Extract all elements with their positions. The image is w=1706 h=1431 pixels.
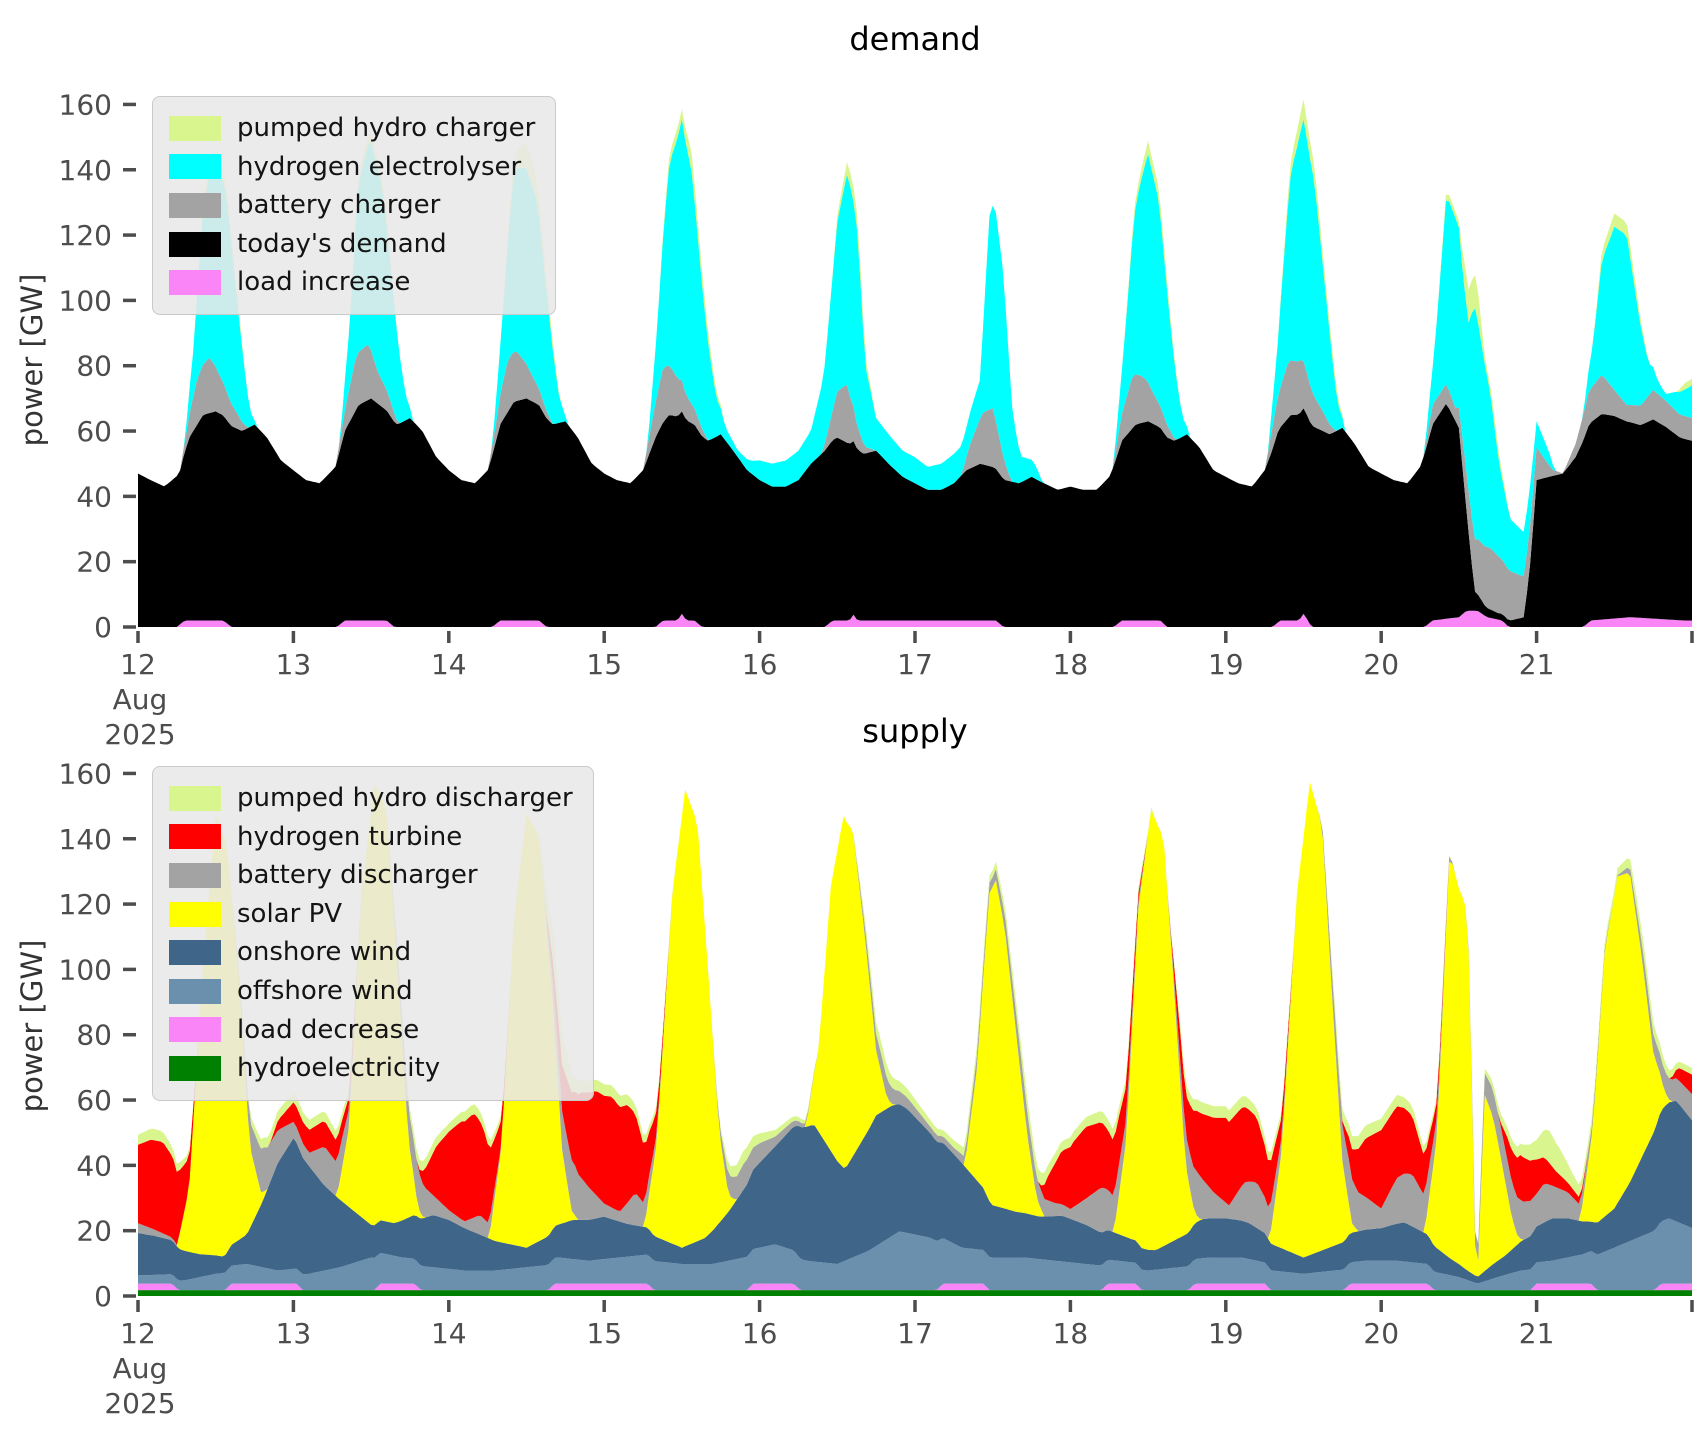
legend-item-label: today's demand	[237, 228, 447, 259]
legend-item-label: pumped hydro discharger	[237, 783, 573, 813]
y-tick-label: 60	[76, 415, 112, 448]
x-tick-label: 20	[1363, 648, 1399, 681]
legend-item-label: hydrogen electrolyser	[237, 151, 522, 182]
x-tick-label: 17	[897, 1317, 933, 1350]
legend-item: battery charger	[169, 191, 535, 220]
x-tick-label: 16	[742, 648, 778, 681]
legend-item-label: hydrogen turbine	[237, 821, 463, 852]
demand-legend: pumped hydro charger hydrogen electrolyse…	[152, 96, 557, 315]
x-tick-label: 13	[276, 1317, 312, 1350]
x-tick-label: 17	[897, 648, 933, 681]
x-tick-label: 15	[586, 1317, 622, 1350]
y-tick-label: 140	[59, 154, 112, 187]
legend-item-label: hydroelectricity	[237, 1053, 441, 1084]
y-tick-label: 100	[59, 953, 112, 986]
y-tick-label: 60	[76, 1084, 112, 1117]
x-tick-label: 16	[742, 1317, 778, 1350]
y-tick-label: 100	[59, 284, 112, 317]
y-tick-label: 40	[76, 1149, 112, 1182]
area-onshore-wind	[138, 1100, 1692, 1284]
y-tick-label: 120	[59, 888, 112, 921]
legend-item-label: pumped hydro charger	[237, 113, 536, 143]
legend-swatch-icon	[169, 978, 221, 1004]
x-tick-label: 21	[1519, 1317, 1555, 1350]
legend-swatch-icon	[169, 115, 221, 141]
y-tick-label: 140	[59, 823, 112, 856]
legend-swatch-icon	[169, 940, 221, 966]
y-tick-label: 20	[76, 1215, 112, 1248]
x-axis-offset-label: Aug	[113, 683, 168, 716]
y-tick-label: 80	[76, 350, 112, 383]
y-axis-label: power [GW]	[15, 940, 49, 1113]
x-tick-label: 13	[276, 648, 312, 681]
legend-item: today's demand	[169, 230, 535, 259]
chart-title-supply: supply	[862, 712, 967, 750]
legend-item: hydrogen electrolyser	[169, 151, 535, 182]
x-tick-label: 12	[120, 648, 156, 681]
legend-swatch-icon	[169, 1017, 221, 1043]
x-axis-offset-label: Aug	[113, 1352, 168, 1385]
legend-swatch-icon	[169, 270, 221, 296]
x-tick-label: 18	[1053, 648, 1089, 681]
legend-item: load increase	[169, 268, 535, 297]
legend-item-label: offshore wind	[237, 975, 413, 1006]
legend-swatch-icon	[169, 192, 221, 218]
x-tick-label: 19	[1208, 648, 1244, 681]
legend-item-label: onshore wind	[237, 937, 412, 968]
y-tick-label: 20	[76, 546, 112, 579]
x-tick-label: 19	[1208, 1317, 1244, 1350]
legend-item: solar PV	[169, 900, 573, 929]
x-tick-label: 12	[120, 1317, 156, 1350]
legend-item-label: solar PV	[237, 898, 343, 929]
y-axis-label: power [GW]	[15, 274, 49, 447]
legend-item: hydroelectricity	[169, 1054, 573, 1083]
legend-swatch-icon	[169, 154, 221, 180]
legend-swatch-icon	[169, 824, 221, 850]
y-tick-label: 160	[59, 757, 112, 790]
x-tick-label: 14	[431, 1317, 467, 1350]
x-tick-label: 20	[1363, 1317, 1399, 1350]
legend-item: hydrogen turbine	[169, 821, 573, 852]
x-axis-offset-label: 2025	[104, 1387, 175, 1420]
chart-title-demand: demand	[849, 20, 980, 58]
area-today-s-demand	[138, 398, 1692, 627]
area-offshore-wind	[138, 1218, 1692, 1291]
legend-swatch-icon	[169, 785, 221, 811]
legend-item: offshore wind	[169, 977, 573, 1006]
legend-item-label: battery discharger	[237, 860, 478, 891]
legend-item: pumped hydro charger	[169, 114, 535, 143]
area-load-increase	[138, 610, 1692, 627]
legend-item-label: load decrease	[237, 1014, 420, 1045]
y-tick-label: 0	[94, 611, 112, 644]
legend-item: pumped hydro discharger	[169, 784, 573, 813]
legend-item: load decrease	[169, 1014, 573, 1045]
area-load-decrease	[138, 1283, 1692, 1291]
supply-legend: pumped hydro discharger hydrogen turbine b…	[152, 766, 594, 1101]
y-tick-label: 160	[59, 88, 112, 121]
x-tick-label: 14	[431, 648, 467, 681]
x-axis-offset-label: 2025	[104, 718, 175, 751]
y-tick-label: 80	[76, 1019, 112, 1052]
legend-swatch-icon	[169, 231, 221, 257]
legend-item: onshore wind	[169, 938, 573, 967]
legend-swatch-icon	[169, 1055, 221, 1081]
area-battery-discharger	[138, 782, 1692, 1261]
area-hydroelectricity	[138, 1290, 1692, 1296]
y-tick-label: 0	[94, 1280, 112, 1313]
legend-item-label: battery charger	[237, 190, 441, 221]
x-tick-label: 21	[1519, 648, 1555, 681]
y-tick-label: 120	[59, 219, 112, 252]
y-tick-label: 40	[76, 480, 112, 513]
legend-item-label: load increase	[237, 267, 411, 298]
legend-swatch-icon	[169, 862, 221, 888]
x-tick-label: 15	[586, 648, 622, 681]
legend-swatch-icon	[169, 901, 221, 927]
x-tick-label: 18	[1053, 1317, 1089, 1350]
legend-item: battery discharger	[169, 861, 573, 890]
